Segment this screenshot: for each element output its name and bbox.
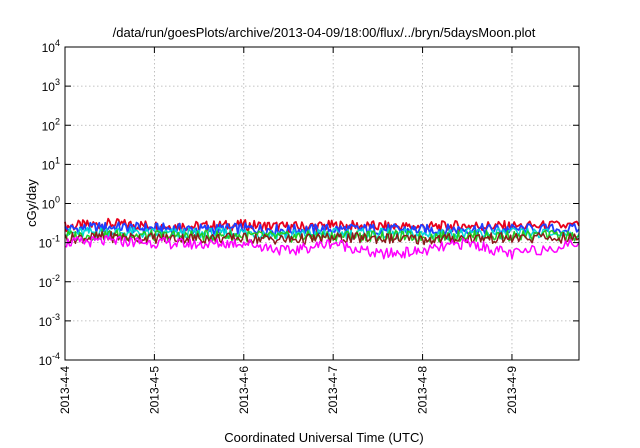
y-tick-label: 10-2 [39, 273, 60, 290]
x-tick-label: 2013-4-6 [237, 366, 251, 414]
y-tick-label: 101 [42, 155, 60, 172]
y-tick-label: 100 [42, 195, 60, 212]
series-line-6 [64, 234, 580, 260]
y-axis: 10-4 10-3 10-2 10-1 100 101 102 103 104 [39, 38, 579, 368]
x-tick-label: 2013-4-5 [147, 366, 161, 414]
x-tick-label: 2013-4-4 [58, 366, 72, 414]
x-axis: 2013-4-4 2013-4-5 2013-4-6 2013-4-7 2013-4-8… [58, 47, 519, 414]
y-tick-label: 10-4 [39, 351, 60, 368]
y-axis-label: cGy/day [24, 179, 39, 227]
series-layer [64, 217, 580, 260]
y-tick-label: 10-3 [39, 312, 60, 329]
grid [65, 47, 579, 360]
x-axis-label: Coordinated Universal Time (UTC) [224, 430, 423, 445]
chart-title: /data/run/goesPlots/archive/2013-04-09/1… [113, 25, 536, 40]
y-tick-label: 103 [42, 77, 60, 94]
x-tick-label: 2013-4-7 [326, 366, 340, 414]
x-tick-label: 2013-4-9 [505, 366, 519, 414]
y-tick-label: 10-1 [39, 234, 60, 251]
x-tick-label: 2013-4-8 [416, 366, 430, 414]
y-tick-label: 104 [42, 38, 60, 55]
y-tick-label: 102 [42, 116, 60, 133]
